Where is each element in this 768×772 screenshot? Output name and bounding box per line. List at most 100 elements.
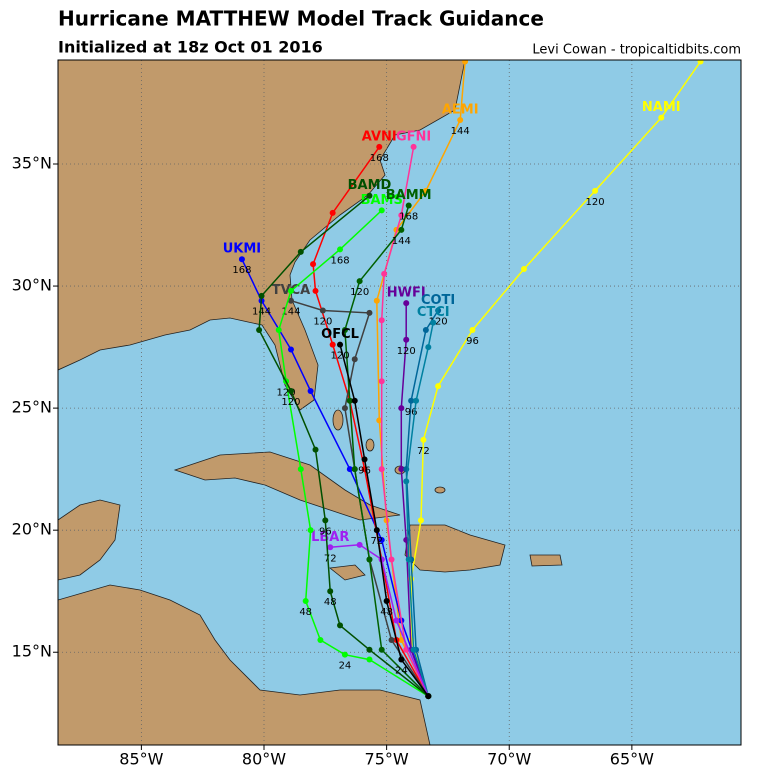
track-point (329, 341, 336, 348)
track-point (398, 226, 405, 233)
track-point (297, 248, 304, 255)
track-point (413, 397, 420, 404)
y-tick-label: 30°N (12, 276, 52, 295)
track-point (425, 344, 432, 351)
x-tick-label: 65°W (610, 750, 654, 769)
track-point (346, 466, 353, 473)
track-point (366, 656, 373, 663)
track-point (258, 292, 265, 299)
track-point (388, 637, 395, 644)
hour-label: 120 (586, 197, 605, 208)
track-point (405, 202, 412, 209)
x-tick-label: 80°W (242, 750, 286, 769)
track-point (398, 656, 405, 663)
track-point (312, 287, 319, 294)
track-point (405, 556, 412, 563)
track-point (337, 246, 344, 253)
track-point (398, 405, 405, 412)
x-tick-label: 85°W (119, 750, 163, 769)
hour-label: 48 (324, 597, 337, 608)
track-point (410, 143, 417, 150)
hour-label: 96 (319, 526, 332, 537)
hour-label: 120 (350, 287, 369, 298)
track-point (256, 326, 263, 333)
track-point (351, 356, 358, 363)
track-point (346, 397, 353, 404)
hour-label: 168 (399, 211, 418, 222)
track-point (238, 256, 245, 263)
track-point (351, 466, 358, 473)
track-point (425, 693, 432, 700)
track-point (327, 588, 334, 595)
hour-label: 120 (277, 387, 296, 398)
track-point (275, 326, 282, 333)
track-point (408, 397, 415, 404)
hour-label: 144 (252, 307, 271, 318)
track-point (356, 278, 363, 285)
track-point (287, 287, 294, 294)
model-label: BAMM (386, 188, 432, 203)
track-point (398, 637, 405, 644)
track-point (307, 388, 314, 395)
track-point (420, 436, 427, 443)
tracks: 144 AEMI 72 96 120 NAMI 144 168 UKMI 168 AVNI GFNI 1… (223, 60, 704, 700)
track-point (356, 541, 363, 548)
track-point (341, 651, 348, 658)
hour-label: 48 (299, 607, 312, 618)
model-label: UKMI (223, 242, 261, 257)
track-point (403, 300, 410, 307)
track-point (287, 346, 294, 353)
track-point (592, 187, 599, 194)
track-point (287, 388, 294, 395)
x-tick-label: 70°W (487, 750, 531, 769)
model-label: LBAR (311, 530, 349, 545)
track-point (366, 309, 373, 316)
hour-label: 24 (395, 666, 408, 677)
hour-label: 48 (380, 607, 393, 618)
hour-label: 168 (370, 153, 389, 164)
hour-label: 168 (232, 265, 251, 276)
track-point (422, 187, 429, 194)
model-label: GFNI (396, 129, 431, 144)
track-line (241, 258, 430, 697)
track-point (410, 646, 417, 653)
model-label: BAMD (348, 178, 392, 193)
y-tick-label: 25°N (12, 398, 52, 417)
track-point (366, 556, 373, 563)
track-point (307, 527, 314, 534)
model-label: HWFI (387, 286, 426, 301)
hour-label: 144 (392, 236, 411, 247)
x-tick-label: 75°W (365, 750, 409, 769)
track-point (373, 297, 380, 304)
hour-label: 120 (281, 397, 300, 408)
hour-label: 144 (451, 126, 470, 137)
model-label: OFCL (321, 327, 359, 342)
chart-title: Hurricane MATTHEW Model Track Guidance (58, 7, 544, 31)
hour-label: 72 (370, 536, 383, 547)
hour-label: 96 (405, 407, 418, 418)
track-point (417, 517, 424, 524)
track-point (520, 265, 527, 272)
credit: Levi Cowan - tropicaltidbits.com (532, 43, 741, 58)
hour-label: 96 (466, 336, 479, 347)
model-label: NAMI (642, 100, 681, 115)
track-point (310, 261, 317, 268)
model-label: AVNI (362, 129, 397, 144)
track-point (319, 307, 326, 314)
track-point (383, 597, 390, 604)
track-point (378, 317, 385, 324)
hour-label: 144 (281, 307, 300, 318)
track-point (373, 527, 380, 534)
track-point (457, 117, 464, 124)
track-point (329, 209, 336, 216)
track-point (378, 536, 385, 543)
track-point (435, 307, 442, 314)
land (58, 60, 563, 745)
track-point (403, 478, 410, 485)
track-point (469, 326, 476, 333)
track-point (422, 326, 429, 333)
track-point (361, 456, 368, 463)
track-point (341, 405, 348, 412)
track-point (381, 270, 388, 277)
